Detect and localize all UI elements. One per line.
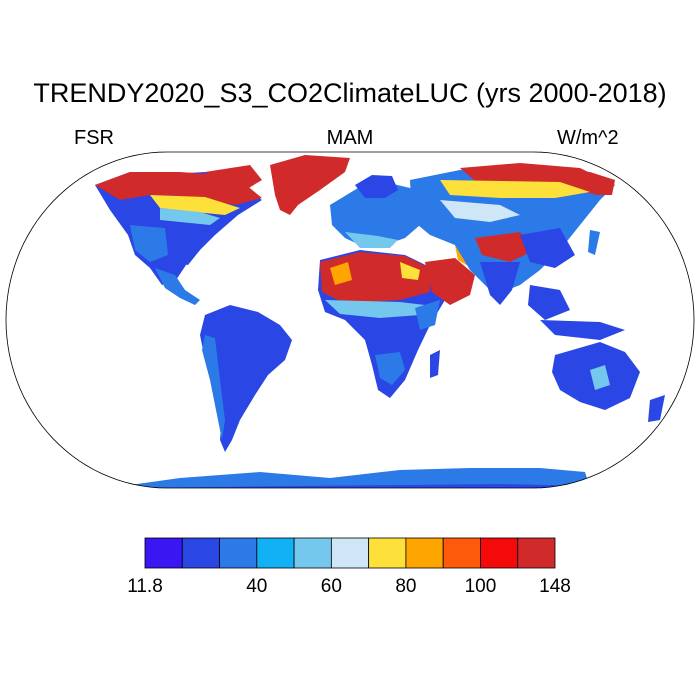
colorbar-box-1	[181, 537, 220, 569]
colorbar-box-8	[442, 537, 481, 569]
colorbar-box-10	[517, 537, 556, 569]
variable-label: FSR	[74, 127, 114, 149]
colorbar-box-0	[144, 537, 183, 569]
sahara-orange	[330, 262, 352, 285]
colorbar-tick-label: 100	[465, 576, 497, 597]
us-west	[130, 225, 168, 262]
canada-band	[150, 195, 240, 215]
australia-center	[590, 365, 610, 390]
china	[520, 228, 575, 268]
units-label: W/m^2	[557, 127, 619, 149]
greenland	[270, 155, 350, 215]
asia-base	[410, 165, 615, 295]
canada-mid	[160, 208, 220, 225]
new-zealand	[648, 395, 665, 422]
east-africa	[415, 300, 440, 330]
colorbar-box-6	[368, 537, 407, 569]
kamchatka	[590, 172, 615, 195]
europe-base	[330, 182, 425, 245]
siberia-north	[460, 163, 615, 195]
season-label: MAM	[326, 127, 374, 149]
sahel	[325, 300, 425, 318]
sahara-yellow	[400, 262, 420, 280]
greenland-land	[270, 155, 350, 215]
colorbar-tick-label: 11.8	[127, 576, 163, 597]
asia	[410, 163, 625, 340]
arabia	[425, 258, 475, 305]
south-america	[200, 305, 292, 452]
andes-west	[202, 335, 225, 440]
india	[480, 262, 520, 305]
scandinavia	[355, 175, 398, 198]
colorbar-tick-label: 148	[539, 576, 571, 597]
siberia-band	[440, 180, 590, 198]
plot-title: TRENDY2020_S3_CO2ClimateLUC (yrs 2000-20…	[33, 78, 667, 108]
colorbar-box-3	[256, 537, 295, 569]
canadian-archipelago	[205, 165, 262, 192]
australia	[552, 342, 665, 422]
mexico	[155, 268, 200, 305]
se-asia	[528, 285, 570, 320]
antarctica-land	[130, 468, 590, 488]
colorbar-box-9	[480, 537, 519, 569]
africa	[318, 250, 445, 398]
himalaya	[475, 232, 535, 262]
madagascar	[430, 350, 440, 378]
colorbar-box-7	[405, 537, 444, 569]
europe	[330, 175, 425, 248]
colorbar-tick-label: 40	[246, 576, 267, 597]
antarctica	[130, 468, 590, 488]
north-america	[95, 165, 262, 305]
europe-south	[345, 232, 398, 248]
japan	[588, 230, 600, 255]
indonesia	[540, 320, 625, 340]
southern-africa	[375, 352, 405, 385]
colorbar-tick-label: 80	[395, 576, 416, 597]
colorbar-box-4	[293, 537, 332, 569]
colorbar-box-5	[330, 537, 370, 569]
colorbar-box-2	[219, 537, 258, 569]
central-asia	[440, 200, 520, 222]
us-east	[168, 230, 205, 265]
colorbar-tick-label: 60	[321, 576, 342, 597]
map-boundary	[5, 151, 695, 489]
